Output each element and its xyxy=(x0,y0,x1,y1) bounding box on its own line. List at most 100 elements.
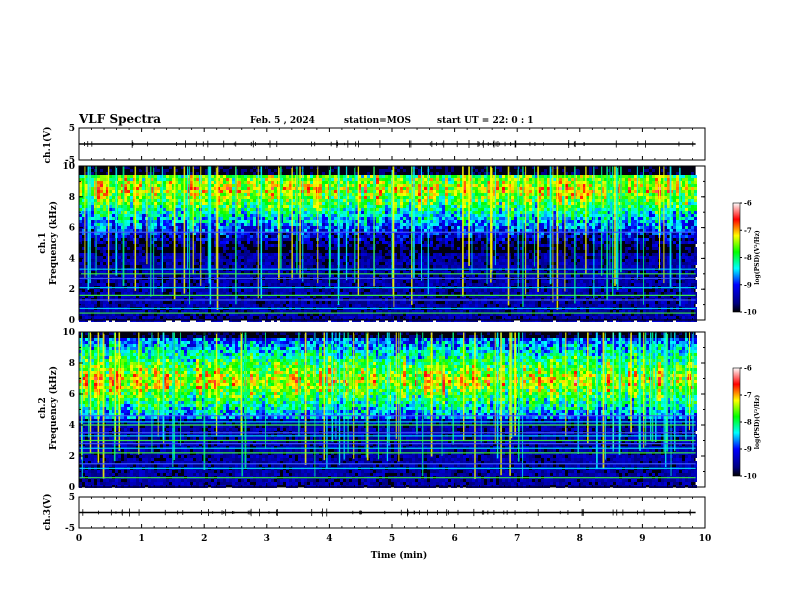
spectrogram-cell xyxy=(310,289,313,292)
spectrogram-cell xyxy=(397,187,400,190)
spectrogram-cell xyxy=(79,199,82,202)
spectrogram-cell xyxy=(118,232,121,235)
spectrogram-cell xyxy=(304,271,307,274)
spectrogram-cell xyxy=(400,244,403,247)
spectrogram-cell xyxy=(82,265,85,268)
spectrogram-cell xyxy=(127,220,130,223)
spectrogram-cell xyxy=(334,226,337,229)
spectrogram-cell xyxy=(379,172,382,175)
spectrogram-cell xyxy=(340,232,343,235)
spectrogram-cell xyxy=(382,196,385,199)
spectrogram-cell xyxy=(244,304,247,307)
spectrogram-cell xyxy=(367,295,370,298)
spectrogram-cell xyxy=(148,289,151,292)
spectrogram-cell xyxy=(172,265,175,268)
spectrogram-cell xyxy=(241,223,244,226)
spectrogram-cell xyxy=(322,196,325,199)
spectrogram-cell xyxy=(142,295,145,298)
spectrogram-cell xyxy=(409,295,412,298)
spectrogram-cell xyxy=(304,208,307,211)
spectrogram-cell xyxy=(400,250,403,253)
spectrogram-cell xyxy=(385,265,388,268)
spectrogram-cell xyxy=(130,211,133,214)
spectrogram-cell xyxy=(385,220,388,223)
spectrogram-cell xyxy=(346,283,349,286)
spectrogram-cell xyxy=(307,232,310,235)
spectrogram-cell xyxy=(100,271,103,274)
spectrogram-cell xyxy=(223,301,226,304)
spectrogram-cell xyxy=(139,178,142,181)
spectrogram-cell xyxy=(334,214,337,217)
spectrogram-cell xyxy=(109,235,112,238)
spectrogram-cell xyxy=(295,310,298,313)
spectrogram-cell xyxy=(193,211,196,214)
spectrogram-cell xyxy=(331,226,334,229)
spectrogram-cell xyxy=(319,196,322,199)
spectrogram-cell xyxy=(403,247,406,250)
spectrogram-cell xyxy=(163,199,166,202)
spectrogram-cell xyxy=(217,283,220,286)
spectrogram-cell xyxy=(388,205,391,208)
spectrogram-cell xyxy=(340,193,343,196)
spectrogram-cell xyxy=(160,178,163,181)
spectrogram-cell xyxy=(190,265,193,268)
spectrogram-cell xyxy=(229,214,232,217)
spectrogram-cell xyxy=(310,313,313,316)
spectrogram-cell xyxy=(358,265,361,268)
spectrogram-cell xyxy=(178,217,181,220)
spectrogram-cell xyxy=(397,169,400,172)
spectrogram-cell xyxy=(151,265,154,268)
spectrogram-cell xyxy=(313,253,316,256)
spectrogram-cell xyxy=(301,289,304,292)
spectrogram-cell xyxy=(175,295,178,298)
spectrogram-cell xyxy=(325,232,328,235)
spectrogram-cell xyxy=(283,187,286,190)
spectrogram-cell xyxy=(340,223,343,226)
spectrogram-cell xyxy=(151,190,154,193)
spectrogram-cell xyxy=(94,229,97,232)
spectrogram-cell xyxy=(112,301,115,304)
spectrogram-cell xyxy=(286,220,289,223)
spectrogram-cell xyxy=(364,223,367,226)
spectrogram-cell xyxy=(379,193,382,196)
spectrogram-cell xyxy=(139,190,142,193)
spectrogram-cell xyxy=(322,217,325,220)
spectrogram-cell xyxy=(388,202,391,205)
spectrogram-cell xyxy=(79,283,82,286)
spectrogram-cell xyxy=(103,235,106,238)
spectrogram-cell xyxy=(331,256,334,259)
spectrogram-cell xyxy=(169,253,172,256)
spectrogram-cell xyxy=(79,313,82,316)
spectrogram-cell xyxy=(370,265,373,268)
spectrogram-cell xyxy=(106,199,109,202)
spectrogram-cell xyxy=(85,211,88,214)
spectrogram-cell xyxy=(178,259,181,262)
spectrogram-cell xyxy=(268,238,271,241)
spectrogram-cell xyxy=(376,301,379,304)
spectrogram-cell xyxy=(343,313,346,316)
spectrogram-cell xyxy=(385,292,388,295)
spectrogram-cell xyxy=(202,220,205,223)
spectrogram-cell xyxy=(172,217,175,220)
spectrogram-cell xyxy=(325,211,328,214)
spectrogram-cell xyxy=(304,178,307,181)
spectrogram-cell xyxy=(379,301,382,304)
spectrogram-cell xyxy=(265,301,268,304)
spectrogram-cell xyxy=(202,304,205,307)
spectrogram-cell xyxy=(163,223,166,226)
spectrogram-cell xyxy=(340,301,343,304)
spectrogram-cell xyxy=(358,280,361,283)
spectrogram-cell xyxy=(154,175,157,178)
spectrogram-cell xyxy=(100,226,103,229)
spectrogram-cell xyxy=(130,295,133,298)
spectrogram-cell xyxy=(100,205,103,208)
spectrogram-cell xyxy=(292,175,295,178)
spectrogram-cell xyxy=(400,196,403,199)
spectrogram-cell xyxy=(346,310,349,313)
spectrogram-cell xyxy=(262,220,265,223)
spectrogram-cell xyxy=(202,196,205,199)
spectrogram-cell xyxy=(139,247,142,250)
spectrogram-cell xyxy=(334,259,337,262)
spectrogram-cell xyxy=(280,301,283,304)
spectrogram-cell xyxy=(112,265,115,268)
